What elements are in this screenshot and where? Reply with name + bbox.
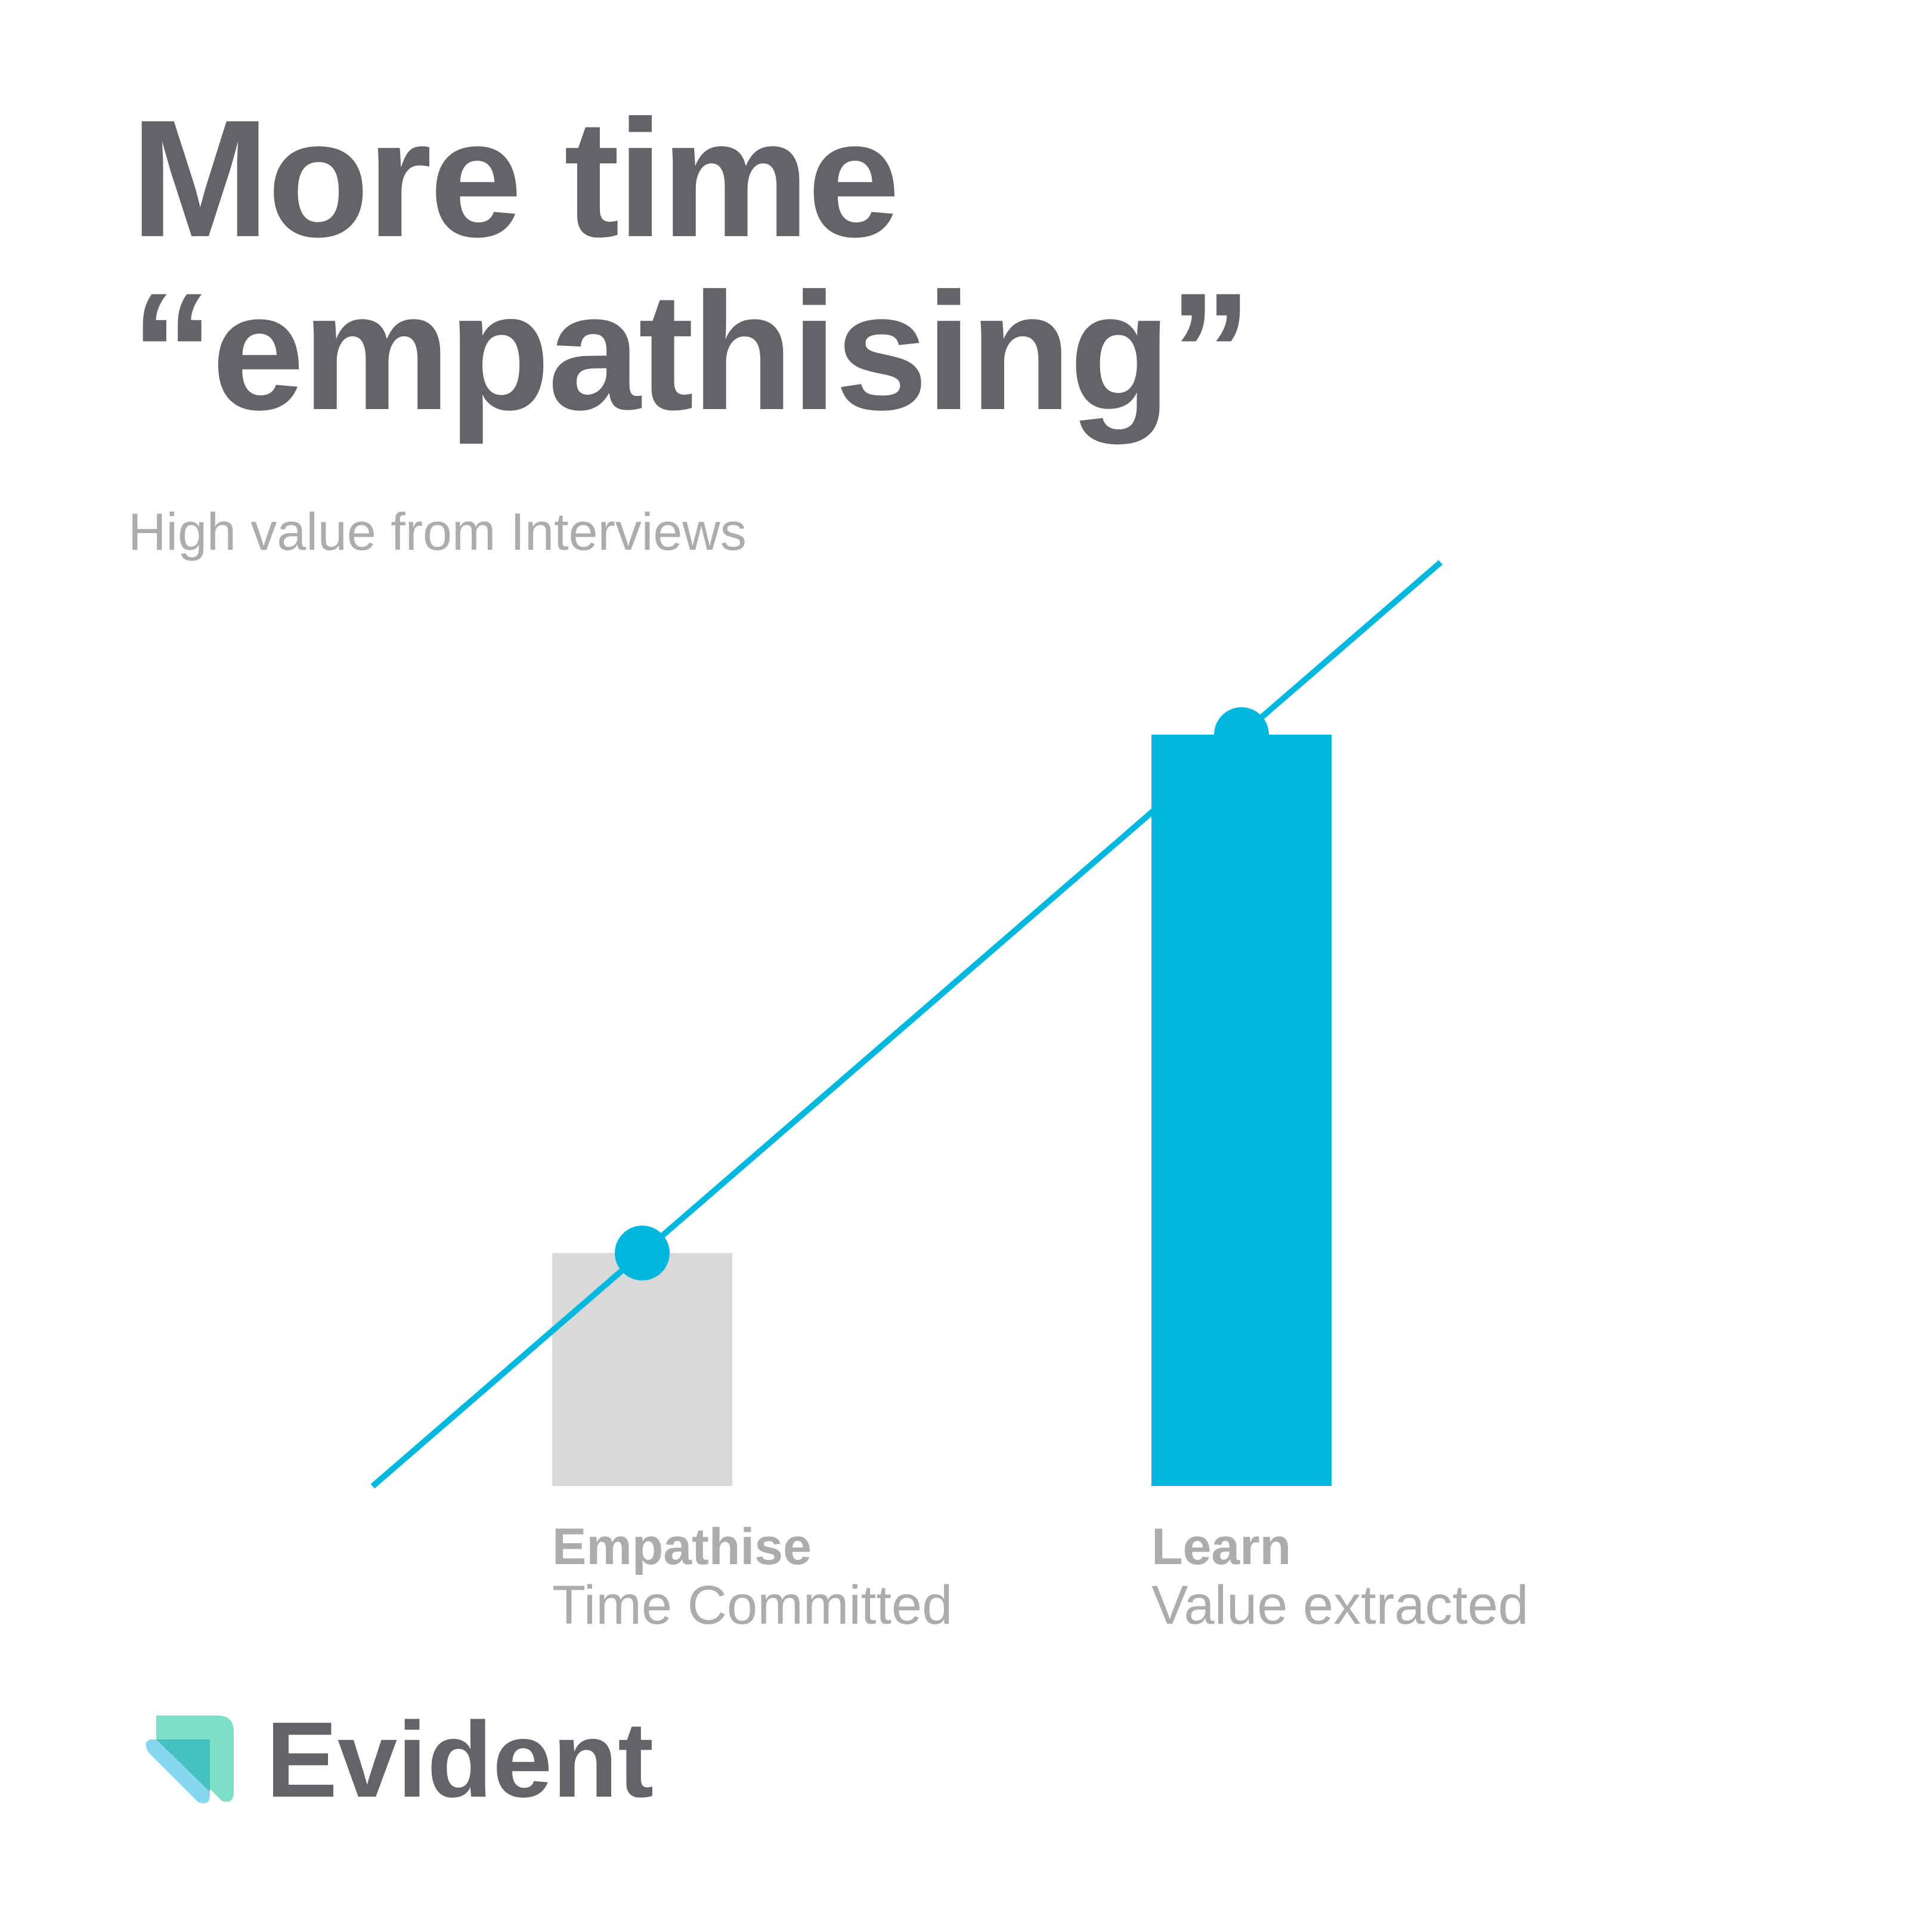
category-sublabel: Time Committed — [552, 1575, 952, 1636]
logo-shape — [156, 1716, 234, 1802]
trend-dot — [615, 1225, 670, 1281]
title-line: “empathising” — [131, 259, 1250, 445]
bar — [1151, 735, 1332, 1486]
bar — [552, 1253, 732, 1486]
title-line: More time — [131, 86, 897, 272]
subtitle: High value from Interviews — [128, 502, 747, 561]
logo-icon — [145, 1716, 234, 1804]
category-sublabel: Value extracted — [1151, 1575, 1528, 1636]
trend-line — [370, 560, 1443, 1489]
category-label: Learn — [1151, 1518, 1291, 1575]
trend-dot — [1214, 707, 1269, 762]
logo-shape — [156, 1739, 210, 1792]
brand-name: Evident — [266, 1700, 654, 1820]
category-label: Empathise — [552, 1518, 812, 1575]
